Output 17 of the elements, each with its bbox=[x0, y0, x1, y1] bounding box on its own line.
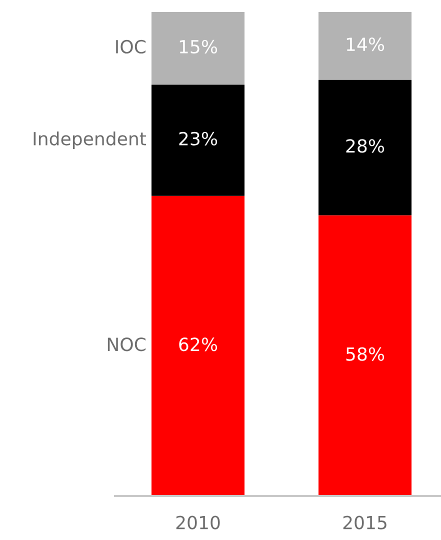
series-label: NOC bbox=[108, 338, 146, 352]
data-label: 14% bbox=[346, 37, 384, 52]
data-label: 23% bbox=[179, 132, 218, 146]
bar bbox=[151, 12, 245, 85]
data-label: 62% bbox=[179, 338, 218, 352]
data-label: 15% bbox=[180, 40, 218, 54]
bar bbox=[318, 80, 412, 216]
bar bbox=[318, 12, 412, 80]
series-label: IOC bbox=[116, 40, 146, 54]
data-label: 28% bbox=[346, 139, 384, 153]
series-label: Independent bbox=[34, 132, 146, 149]
x-tick-label: 2015 bbox=[343, 516, 386, 530]
data-label: 58% bbox=[346, 347, 384, 361]
x-tick-label: 2010 bbox=[176, 516, 220, 530]
bar bbox=[151, 196, 245, 496]
bar bbox=[151, 84, 245, 196]
bar bbox=[318, 215, 412, 496]
